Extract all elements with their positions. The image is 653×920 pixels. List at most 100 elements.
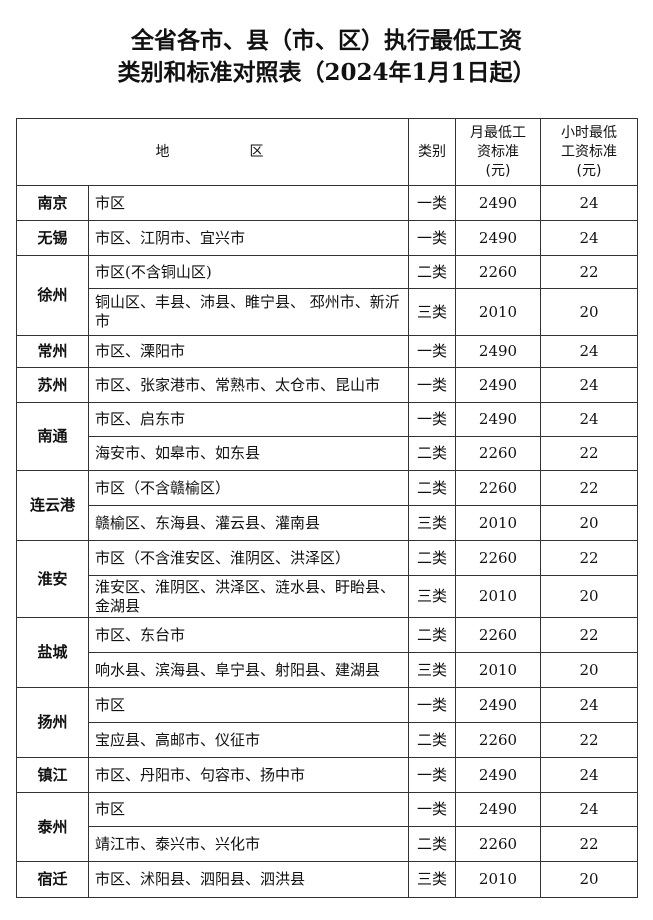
- monthly-cell: 2490: [455, 402, 541, 437]
- monthly-cell: 2260: [455, 255, 541, 289]
- hourly-cell: 22: [540, 470, 638, 506]
- hourly-cell: 20: [540, 505, 638, 541]
- category-cell: 二类: [408, 255, 456, 289]
- monthly-cell: 2490: [455, 687, 541, 723]
- city-cell: 南通: [16, 402, 89, 471]
- city-cell: 盐城: [16, 617, 89, 688]
- table-row: 赣榆区、东海县、灌云县、灌南县 三类 2010 20: [17, 505, 638, 541]
- area-cell: 市区、沭阳县、泗阳县、泗洪县: [88, 861, 409, 898]
- area-cell: 赣榆区、东海县、灌云县、灌南县: [88, 505, 409, 541]
- table-row: 常州 市区、溧阳市 一类 2490 24: [16, 335, 638, 368]
- category-cell: 一类: [408, 367, 456, 403]
- hourly-cell: 20: [540, 575, 638, 618]
- category-cell: 二类: [408, 826, 456, 862]
- hourly-cell: 24: [540, 757, 638, 793]
- category-cell: 三类: [408, 288, 456, 336]
- hourly-cell: 22: [540, 826, 638, 862]
- title-line: 全省各市、县（市、区）执行最低工资: [131, 27, 522, 54]
- table-row: 铜山区、丰县、沛县、睢宁县、 邳州市、新沂市 三类 2010 20: [17, 288, 638, 336]
- area-cell: 淮安区、淮阴区、洪泽区、涟水县、盱眙县、金湖县: [88, 575, 409, 618]
- monthly-cell: 2490: [455, 367, 541, 403]
- monthly-cell: 2010: [455, 575, 541, 618]
- area-cell: 市区: [88, 792, 409, 827]
- area-cell: 铜山区、丰县、沛县、睢宁县、 邳州市、新沂市: [88, 288, 409, 336]
- city-cell: 连云港: [16, 470, 89, 541]
- category-cell: 一类: [408, 792, 456, 827]
- hourly-cell: 24: [540, 402, 638, 437]
- header-cell: 小时最低工资标准(元): [540, 118, 638, 186]
- table-row: 淮安区、淮阴区、洪泽区、涟水县、盱眙县、金湖县 三类 2010 20: [17, 575, 638, 618]
- area-cell: 市区、东台市: [88, 617, 409, 653]
- category-cell: 一类: [408, 185, 456, 221]
- table-row: 海安市、如皋市、如东县 二类 2260 22: [17, 436, 638, 471]
- table-body: 南京 市区 一类 2490 24 无锡 市区、江阴市、宜兴市 一类 2490 24 徐州 市区(不含铜…: [16, 185, 638, 898]
- category-cell: 三类: [408, 652, 456, 688]
- hourly-cell: 24: [540, 220, 638, 256]
- hourly-cell: 24: [540, 335, 638, 368]
- category-cell: 三类: [408, 575, 456, 618]
- category-cell: 三类: [408, 861, 456, 898]
- wage-table: 地区 类别 月最低工资标准(元) 小时最低工资标准(元) 南京 市区 一类 2490 2…: [16, 118, 638, 898]
- hourly-cell: 24: [540, 792, 638, 827]
- table-row: 镇江 市区、丹阳市、句容市、扬中市 一类 2490 24: [16, 757, 638, 793]
- header-cell: 月最低工资标准(元): [455, 118, 541, 186]
- table-row: 连云港 市区（不含赣榆区） 二类 2260 22: [16, 470, 638, 541]
- table-row: 南通 市区、启东市 一类 2490 24: [16, 402, 638, 471]
- monthly-cell: 2260: [455, 722, 541, 758]
- table-row: 宝应县、高邮市、仪征市 二类 2260 22: [17, 722, 638, 758]
- monthly-cell: 2010: [455, 861, 541, 898]
- monthly-cell: 2260: [455, 436, 541, 471]
- city-cell: 常州: [16, 335, 89, 368]
- city-cell: 泰州: [16, 792, 89, 862]
- area-cell: 市区、张家港市、常熟市、太仓市、昆山市: [88, 367, 409, 403]
- city-cell: 苏州: [16, 367, 89, 403]
- hourly-cell: 22: [540, 540, 638, 576]
- hourly-cell: 22: [540, 255, 638, 289]
- monthly-cell: 2010: [455, 288, 541, 336]
- area-cell: 响水县、滨海县、阜宁县、射阳县、建湖县: [88, 652, 409, 688]
- area-cell: 市区（不含淮安区、淮阴区、洪泽区）: [88, 540, 409, 576]
- area-cell: 市区: [88, 687, 409, 723]
- category-cell: 二类: [408, 470, 456, 506]
- monthly-cell: 2260: [455, 540, 541, 576]
- city-cell: 淮安: [16, 540, 89, 618]
- hourly-cell: 24: [540, 367, 638, 403]
- table-row: 泰州 市区 一类 2490 24: [16, 792, 638, 862]
- hourly-cell: 20: [540, 861, 638, 898]
- category-cell: 一类: [408, 335, 456, 368]
- table-row: 盐城 市区、东台市 二类 2260 22: [16, 617, 638, 688]
- monthly-cell: 2490: [455, 757, 541, 793]
- monthly-cell: 2490: [455, 792, 541, 827]
- monthly-cell: 2010: [455, 652, 541, 688]
- city-cell: 镇江: [16, 757, 89, 793]
- city-cell: 扬州: [16, 687, 89, 758]
- area-cell: 市区: [88, 185, 409, 221]
- hourly-cell: 24: [540, 687, 638, 723]
- category-cell: 二类: [408, 617, 456, 653]
- table-row: 淮安 市区（不含淮安区、淮阴区、洪泽区） 二类 2260 22: [16, 540, 638, 618]
- table-row: 无锡 市区、江阴市、宜兴市 一类 2490 24: [16, 220, 638, 256]
- monthly-cell: 2260: [455, 617, 541, 653]
- area-cell: 市区、溧阳市: [88, 335, 409, 368]
- category-cell: 一类: [408, 402, 456, 437]
- header-cell: 地区: [16, 118, 409, 186]
- category-cell: 二类: [408, 540, 456, 576]
- area-cell: 宝应县、高邮市、仪征市: [88, 722, 409, 758]
- city-cell: 南京: [16, 185, 89, 221]
- monthly-cell: 2010: [455, 505, 541, 541]
- city-cell: 徐州: [16, 255, 89, 336]
- area-cell: 市区、江阴市、宜兴市: [88, 220, 409, 256]
- area-cell: 靖江市、泰兴市、兴化市: [88, 826, 409, 862]
- table-row: 扬州 市区 一类 2490 24: [16, 687, 638, 758]
- category-cell: 一类: [408, 220, 456, 256]
- area-cell: 市区、丹阳市、句容市、扬中市: [88, 757, 409, 793]
- area-cell: 市区（不含赣榆区）: [88, 470, 409, 506]
- hourly-cell: 22: [540, 617, 638, 653]
- category-cell: 三类: [408, 505, 456, 541]
- hourly-cell: 20: [540, 652, 638, 688]
- monthly-cell: 2260: [455, 470, 541, 506]
- hourly-cell: 22: [540, 436, 638, 471]
- hourly-cell: 20: [540, 288, 638, 336]
- hourly-cell: 22: [540, 722, 638, 758]
